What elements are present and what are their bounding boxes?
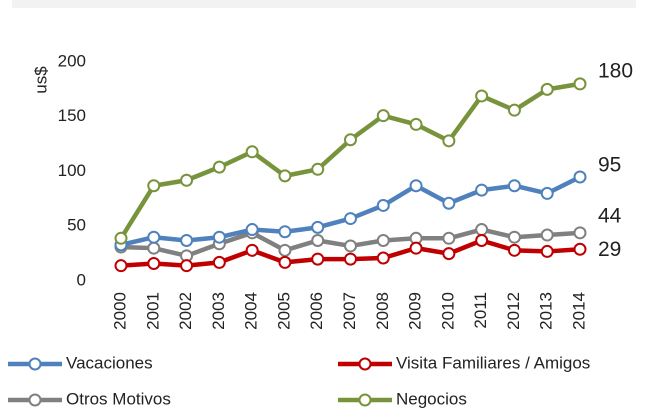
data-point [114, 259, 128, 273]
x-tick-label: 2000 [110, 292, 129, 330]
data-point [311, 162, 325, 176]
x-tick-label: 2008 [373, 292, 392, 330]
data-point [212, 160, 226, 174]
legend-label: Visita Familiares / Amigos [396, 353, 590, 372]
data-point [147, 179, 161, 193]
data-point [245, 223, 259, 237]
x-tick-label: 2007 [340, 292, 359, 330]
data-point [475, 233, 489, 247]
legend-label: Otros Motivos [66, 389, 171, 408]
x-tick-label: 2013 [537, 292, 556, 330]
y-tick-label: 150 [58, 106, 86, 125]
data-point [180, 173, 194, 187]
data-point [475, 223, 489, 237]
data-point [278, 243, 292, 257]
x-tick-label: 2006 [307, 292, 326, 330]
data-point [540, 228, 554, 242]
x-tick-label: 2014 [569, 292, 588, 330]
data-point [180, 259, 194, 273]
x-tick-label: 2005 [274, 292, 293, 330]
data-point [573, 226, 587, 240]
x-tick-label: 2011 [471, 292, 490, 329]
data-point [344, 252, 357, 266]
data-point [442, 196, 456, 210]
data-point [245, 243, 259, 257]
data-point [311, 220, 325, 234]
data-point [409, 117, 423, 131]
data-point [376, 233, 390, 247]
x-tick-label: 2002 [176, 292, 195, 330]
data-point [344, 212, 357, 226]
data-point [311, 233, 325, 247]
data-point [147, 230, 161, 244]
data-point [442, 247, 456, 261]
data-point [540, 186, 554, 200]
data-point [507, 103, 521, 117]
data-point [180, 233, 194, 247]
legend-label: Vacaciones [66, 353, 153, 372]
header-bar [12, 0, 636, 8]
x-tick-label: 2009 [406, 292, 425, 330]
legend-label: Negocios [396, 389, 467, 408]
y-tick-label: 100 [58, 161, 86, 180]
data-point [212, 230, 226, 244]
y-axis-label: us$ [31, 66, 50, 94]
legend-marker [28, 357, 42, 371]
data-point [114, 231, 128, 245]
data-point [376, 198, 390, 212]
y-tick-label: 50 [67, 216, 86, 235]
data-point [475, 183, 489, 197]
data-point [344, 133, 357, 147]
data-point [212, 255, 226, 269]
data-point [475, 89, 489, 103]
data-point [573, 77, 587, 91]
data-point [278, 169, 292, 183]
data-label: 44 [598, 204, 622, 227]
data-point [245, 145, 259, 159]
legend-marker [358, 393, 372, 407]
data-point [507, 243, 521, 257]
data-point [442, 231, 456, 245]
data-point [409, 179, 423, 193]
x-tick-label: 2003 [209, 292, 228, 330]
data-label: 180 [598, 59, 633, 82]
data-point [278, 255, 292, 269]
data-point [376, 109, 390, 123]
data-point [442, 134, 456, 148]
x-tick-label: 2004 [242, 292, 261, 330]
data-point [507, 179, 521, 193]
data-point [376, 251, 390, 265]
data-point [540, 244, 554, 258]
data-point [147, 241, 161, 255]
data-point [409, 241, 423, 255]
data-label: 29 [598, 238, 621, 261]
data-label: 95 [598, 154, 621, 177]
data-point [344, 239, 357, 253]
data-point [507, 230, 521, 244]
data-point [311, 252, 325, 266]
data-point [573, 242, 587, 256]
data-point [573, 170, 587, 184]
data-point [147, 256, 161, 270]
legend-marker [358, 357, 372, 371]
legend-marker [28, 393, 42, 407]
data-point [278, 225, 292, 239]
x-tick-label: 2001 [143, 292, 162, 330]
y-tick-label: 200 [58, 51, 86, 70]
y-tick-label: 0 [77, 270, 86, 289]
data-point [540, 82, 554, 96]
x-tick-label: 2010 [438, 292, 457, 330]
x-tick-label: 2012 [504, 292, 523, 330]
